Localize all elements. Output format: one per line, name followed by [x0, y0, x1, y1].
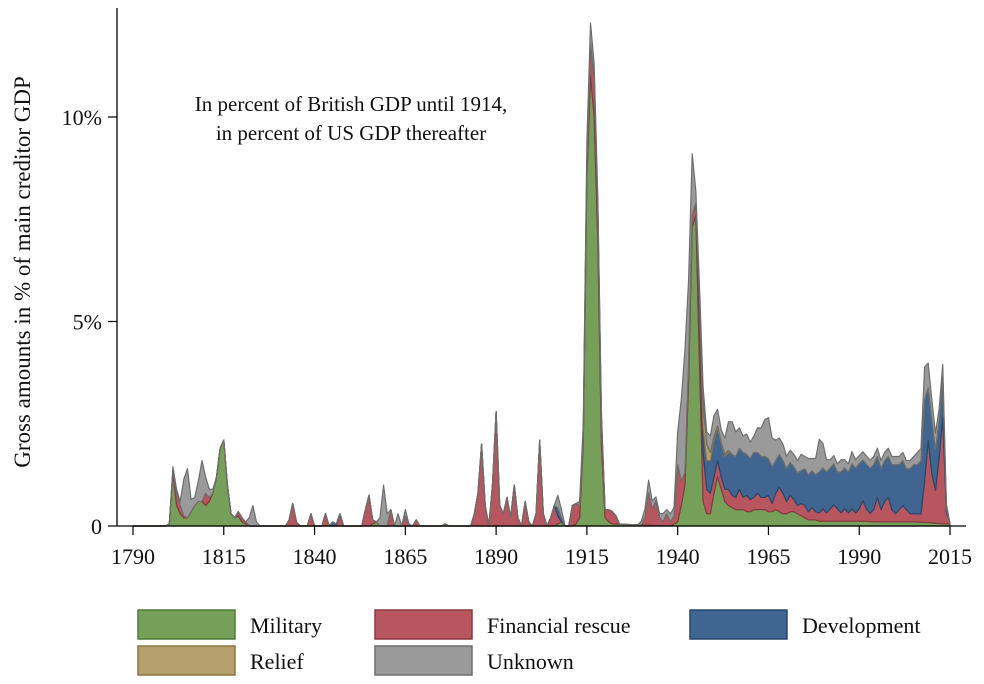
legend: Military Financial rescue Development Relie… [137, 609, 921, 676]
x-ticks: 1790 1815 1840 1865 1890 1915 1940 1965 1990 2015 [111, 526, 972, 569]
annotation-line-1: In percent of British GDP until 1914, [195, 92, 507, 116]
axes [116, 8, 966, 527]
legend-label-unknown: Unknown [487, 649, 574, 674]
x-tick-label-1815: 1815 [202, 544, 246, 569]
legend-swatch-relief [137, 645, 236, 676]
annotation-line-2: in percent of US GDP thereafter [216, 121, 486, 145]
legend-label-military: Military [250, 613, 322, 638]
y-tick-label-5: 5% [73, 310, 102, 335]
x-tick-label-1965: 1965 [746, 544, 790, 569]
x-tick-label-1915: 1915 [565, 544, 609, 569]
legend-swatch-unknown [374, 645, 473, 676]
legend-label-relief: Relief [250, 649, 304, 674]
y-tick-label-0: 0 [91, 514, 102, 539]
x-tick-label-1940: 1940 [656, 544, 700, 569]
x-tick-label-1865: 1865 [383, 544, 427, 569]
x-tick-label-2015: 2015 [928, 544, 972, 569]
y-tick-label-10: 10% [62, 105, 102, 130]
x-tick-label-1990: 1990 [837, 544, 881, 569]
x-tick-label-1790: 1790 [111, 544, 155, 569]
y-ticks: 0 5% 10% [62, 105, 117, 539]
area-unknown [132, 22, 951, 527]
legend-label-financial-rescue: Financial rescue [487, 613, 631, 638]
legend-swatch-development [689, 609, 788, 640]
legend-swatch-military [137, 609, 236, 640]
y-axis-title: Gross amounts in % of main creditor GDP [10, 76, 35, 468]
x-tick-label-1840: 1840 [293, 544, 337, 569]
legend-swatch-financial-rescue [374, 609, 473, 640]
x-tick-label-1890: 1890 [474, 544, 518, 569]
legend-label-development: Development [802, 613, 921, 638]
